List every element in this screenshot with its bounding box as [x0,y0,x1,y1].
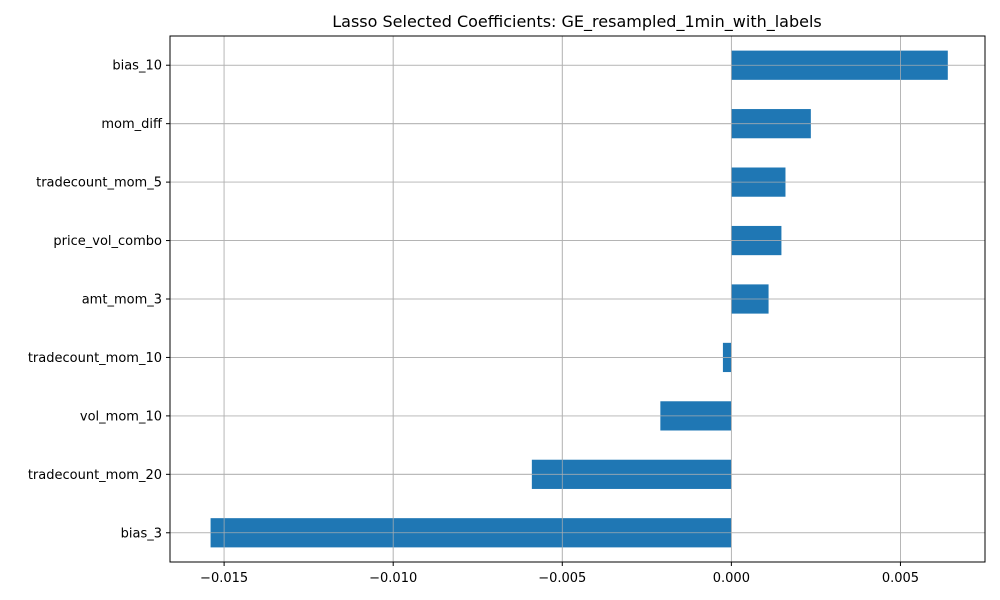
y-tick-label: tradecount_mom_5 [36,176,162,191]
x-tick-label: −0.010 [369,571,417,586]
x-tick-label: −0.015 [200,571,248,586]
y-tick-label: mom_diff [101,117,163,132]
y-tick-label: tradecount_mom_10 [28,351,162,366]
axis-layer: −0.015 −0.010 −0.005 0.000 0.005 bias_10 mom_d… [28,35,986,586]
x-tick-label: −0.005 [538,571,586,586]
chart-title: Lasso Selected Coefficients: GE_resample… [332,12,822,32]
y-tick-label: bias_10 [112,59,162,74]
y-tick-label: tradecount_mom_20 [28,468,162,483]
x-tick-label: 0.000 [713,571,750,586]
y-tick-label: amt_mom_3 [82,293,162,308]
x-tick-label: 0.005 [882,571,919,586]
y-tick-label: bias_3 [121,526,162,541]
y-tick-label: vol_mom_10 [80,409,162,424]
y-tick-label: price_vol_combo [53,234,162,249]
bar-layer [170,36,985,562]
